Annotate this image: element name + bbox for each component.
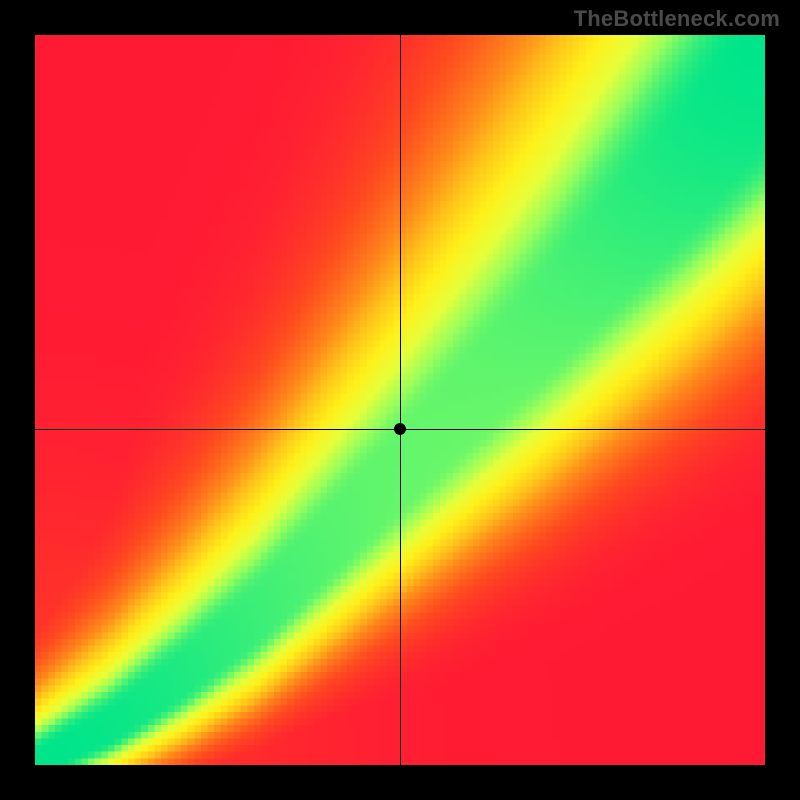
watermark-text: TheBottleneck.com (574, 6, 780, 32)
crosshair-marker (392, 421, 408, 437)
chart-container: TheBottleneck.com (0, 0, 800, 800)
crosshair-vertical (400, 35, 401, 765)
